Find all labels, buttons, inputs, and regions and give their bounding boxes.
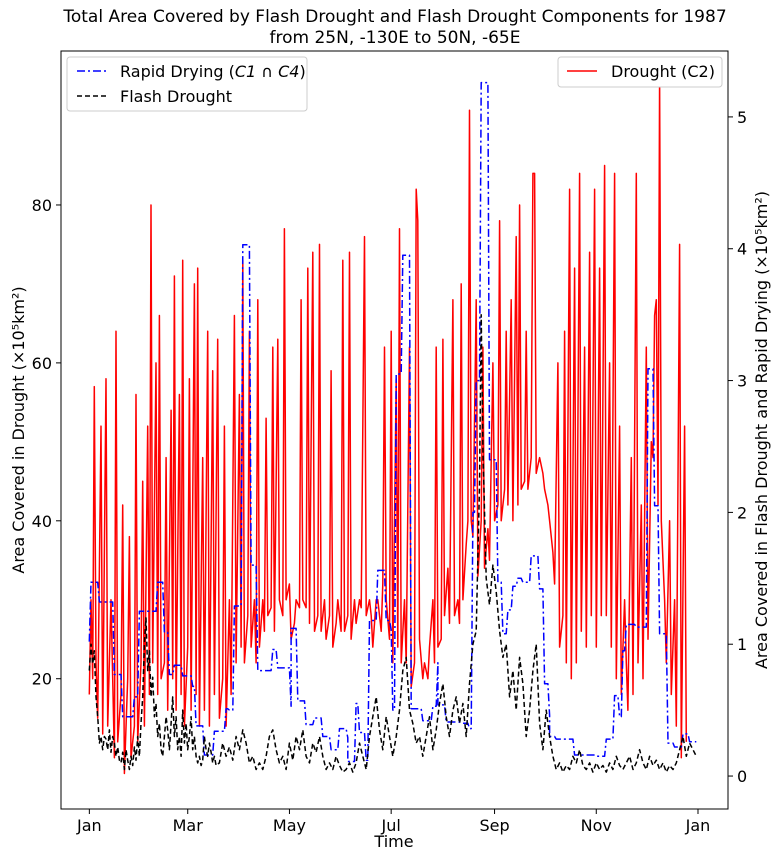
legend-rapid-part-3: ∩	[256, 62, 278, 81]
legend-rapid-part-5: )	[299, 62, 305, 81]
y-right-tick-label: 1	[737, 635, 747, 654]
x-tick-label: Nov	[581, 816, 612, 835]
x-tick-label: Jul	[381, 816, 401, 835]
x-tick-label: Jan	[685, 816, 711, 835]
y-right-tick-label: 3	[737, 372, 747, 391]
y-right-tick-label: 0	[737, 767, 747, 786]
y-left-tick-label: 20	[32, 670, 52, 689]
legend-left-frame	[66, 56, 308, 112]
y-axis-left-label: Area Covered in Drought (×10⁵km²)	[9, 286, 28, 573]
legend-rapid-part-4: C4	[278, 62, 299, 81]
y-left-tick-label: 40	[32, 512, 52, 531]
x-tick-label: May	[273, 816, 306, 835]
x-tick-label: Sep	[479, 816, 509, 835]
x-tick-label: Jan	[76, 816, 102, 835]
legend-right: Drought (C2)	[557, 56, 723, 88]
legend-rapid-part-1: Rapid Drying (	[120, 62, 235, 81]
series-line-drought-c2	[88, 77, 688, 775]
legend-left: Rapid Drying (C1 ∩ C4) Flash Drought	[66, 56, 308, 112]
chart-title-line-2: from 25N, -130E to 50N, -65E	[270, 28, 521, 48]
y-right-tick-label: 4	[737, 240, 747, 259]
y-left-tick-label: 80	[32, 196, 52, 215]
legend-label-rapid-drying: Rapid Drying (C1 ∩ C4)	[120, 62, 306, 81]
y-axis-right-label: Area Covered in Flash Drought and Rapid …	[752, 191, 771, 669]
legend-label-flash-drought: Flash Drought	[120, 87, 232, 106]
series-line-flash-drought	[88, 313, 697, 773]
y-right-tick-label: 5	[737, 108, 747, 127]
legend-right-frame	[557, 56, 723, 88]
series-layer	[88, 77, 697, 775]
chart-title-line-1: Total Area Covered by Flash Drought and …	[62, 7, 726, 27]
y-axis-left: 20 40 60 80	[32, 196, 61, 689]
legend-rapid-part-2: C1	[235, 62, 256, 81]
y-left-tick-label: 60	[32, 354, 52, 373]
y-axis-right: 0 1 2 3 4 5	[728, 108, 747, 786]
x-tick-label: Mar	[173, 816, 204, 835]
plot-area	[60, 50, 729, 810]
y-right-tick-label: 2	[737, 503, 747, 522]
x-axis-label: Time	[373, 832, 413, 851]
legend-label-drought: Drought (C2)	[611, 62, 715, 81]
x-axis: Jan Mar May Jul Sep Nov Jan	[76, 809, 710, 835]
